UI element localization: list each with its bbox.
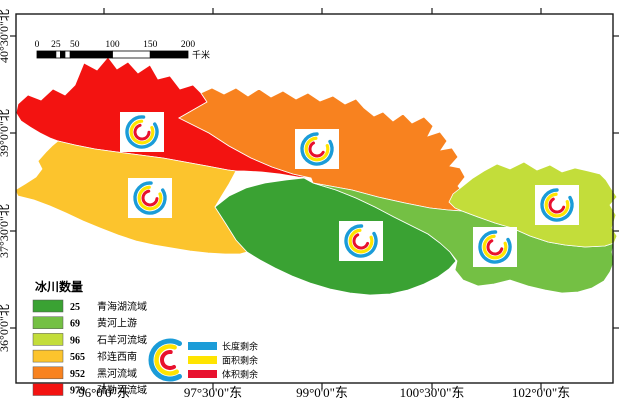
glacier-legend-value: 952: [70, 369, 85, 380]
scale-bar-number: 25: [51, 40, 61, 50]
scale-bar-segment: [64, 50, 71, 59]
donut-ring-ring_red: [141, 189, 159, 207]
ring-legend-symbol-ring_red: [160, 350, 176, 370]
ring-legend-label: 面积剩余: [222, 355, 258, 366]
ring-legend-bar-ring_blue: [188, 342, 217, 350]
basin-region-yellow_green: [448, 161, 618, 248]
donut-ring-ring_red: [308, 141, 325, 158]
scale-bar-segment: [36, 50, 57, 59]
basin-region-dark_green: [214, 177, 457, 296]
donut-ring-ring_red: [548, 197, 566, 214]
scale-bar-number: 100: [105, 40, 120, 50]
donut-ring-ring_blue: [133, 181, 167, 215]
ring-legend-label: 长度剩余: [222, 341, 258, 352]
glacier-legend-basin-name: 祁连西南: [97, 350, 137, 363]
donut-ring-ring_blue: [344, 224, 378, 258]
donut-ring-ring_blue: [540, 188, 574, 222]
donut-ring-ring_yellow: [544, 192, 570, 218]
donut-ring-ring_blue: [478, 230, 512, 264]
glacier-legend-title: 冰川数量: [35, 279, 83, 294]
x-axis-label: 99°0'0"东: [296, 385, 348, 400]
scale-bar-segment: [149, 50, 189, 59]
scale-bar-segment: [112, 50, 151, 59]
glacier-legend-value: 69: [70, 319, 80, 330]
y-axis-label: 36°0'0"北: [0, 304, 11, 352]
scale-bar-segment: [60, 50, 66, 59]
scale-bar-unit: 千米: [192, 49, 210, 60]
scale-bar-segment: [69, 50, 113, 59]
donut-ring-ring_yellow: [348, 228, 374, 254]
donut-ring-ring_red: [486, 239, 504, 256]
glacier-legend-swatch-orange: [32, 366, 64, 380]
donut-ring-ring_yellow: [129, 119, 155, 145]
y-axis-label: 37°30'0"北: [0, 204, 11, 258]
glacier-legend-swatch-red: [32, 383, 64, 396]
ring-legend-symbol-ring_blue: [148, 338, 182, 382]
glacier-legend-basin-name: 疏勒河流域: [97, 384, 147, 397]
glacier-legend-swatch-yellow: [32, 349, 64, 363]
x-axis-label: 97°30'0"东: [184, 385, 242, 400]
glacier-legend-swatch-yellow_green: [32, 333, 64, 346]
x-axis-label: 96°0'0"东: [78, 385, 130, 400]
glacier-legend-value: 25: [70, 302, 80, 313]
glacier-legend-basin-name: 黄河上游: [97, 317, 137, 330]
glacier-legend-swatch-dark_green: [32, 299, 64, 313]
x-axis-label: 100°30'0"东: [400, 385, 465, 400]
basin-region-medium_green: [312, 182, 615, 294]
glacier-legend-basin-name: 青海湖流域: [97, 300, 147, 313]
scale-bar-number: 50: [70, 40, 80, 50]
ring-legend-bar-ring_red: [188, 370, 217, 378]
scale-bar-segment: [55, 50, 61, 59]
glacier-legend-value: 96: [70, 335, 80, 346]
y-axis-label: 39°0'0"北: [0, 109, 11, 157]
donut-ring-ring_yellow: [137, 185, 163, 211]
donut-ring-ring_yellow: [482, 234, 508, 260]
glacier-legend-value: 565: [70, 352, 85, 363]
y-axis-label: 40°30'0"北: [0, 9, 11, 63]
donut-ring-ring_blue: [300, 132, 334, 166]
scale-bar-number: 200: [181, 40, 196, 50]
ring-legend-bar-ring_yellow: [188, 356, 217, 364]
donut-ring-ring_yellow: [304, 136, 330, 162]
x-axis-label: 102°0'0"东: [512, 385, 570, 400]
map-frame: [15, 13, 614, 384]
donut-ring-ring_blue: [125, 115, 159, 149]
glacier-legend-basin-name: 黑河流域: [97, 367, 137, 380]
ring-legend-symbol-ring_yellow: [154, 344, 179, 376]
scale-bar-number: 0: [35, 40, 40, 50]
glacier-legend-value: 979: [70, 386, 85, 397]
donut-ring-ring_red: [133, 123, 151, 141]
glacier-legend-swatch-medium_green: [32, 316, 64, 329]
scale-bar-number: 150: [143, 40, 158, 50]
glacier-legend-basin-name: 石羊河流域: [97, 333, 147, 346]
ring-legend-label: 体积剩余: [222, 369, 258, 380]
donut-ring-ring_red: [352, 233, 370, 250]
